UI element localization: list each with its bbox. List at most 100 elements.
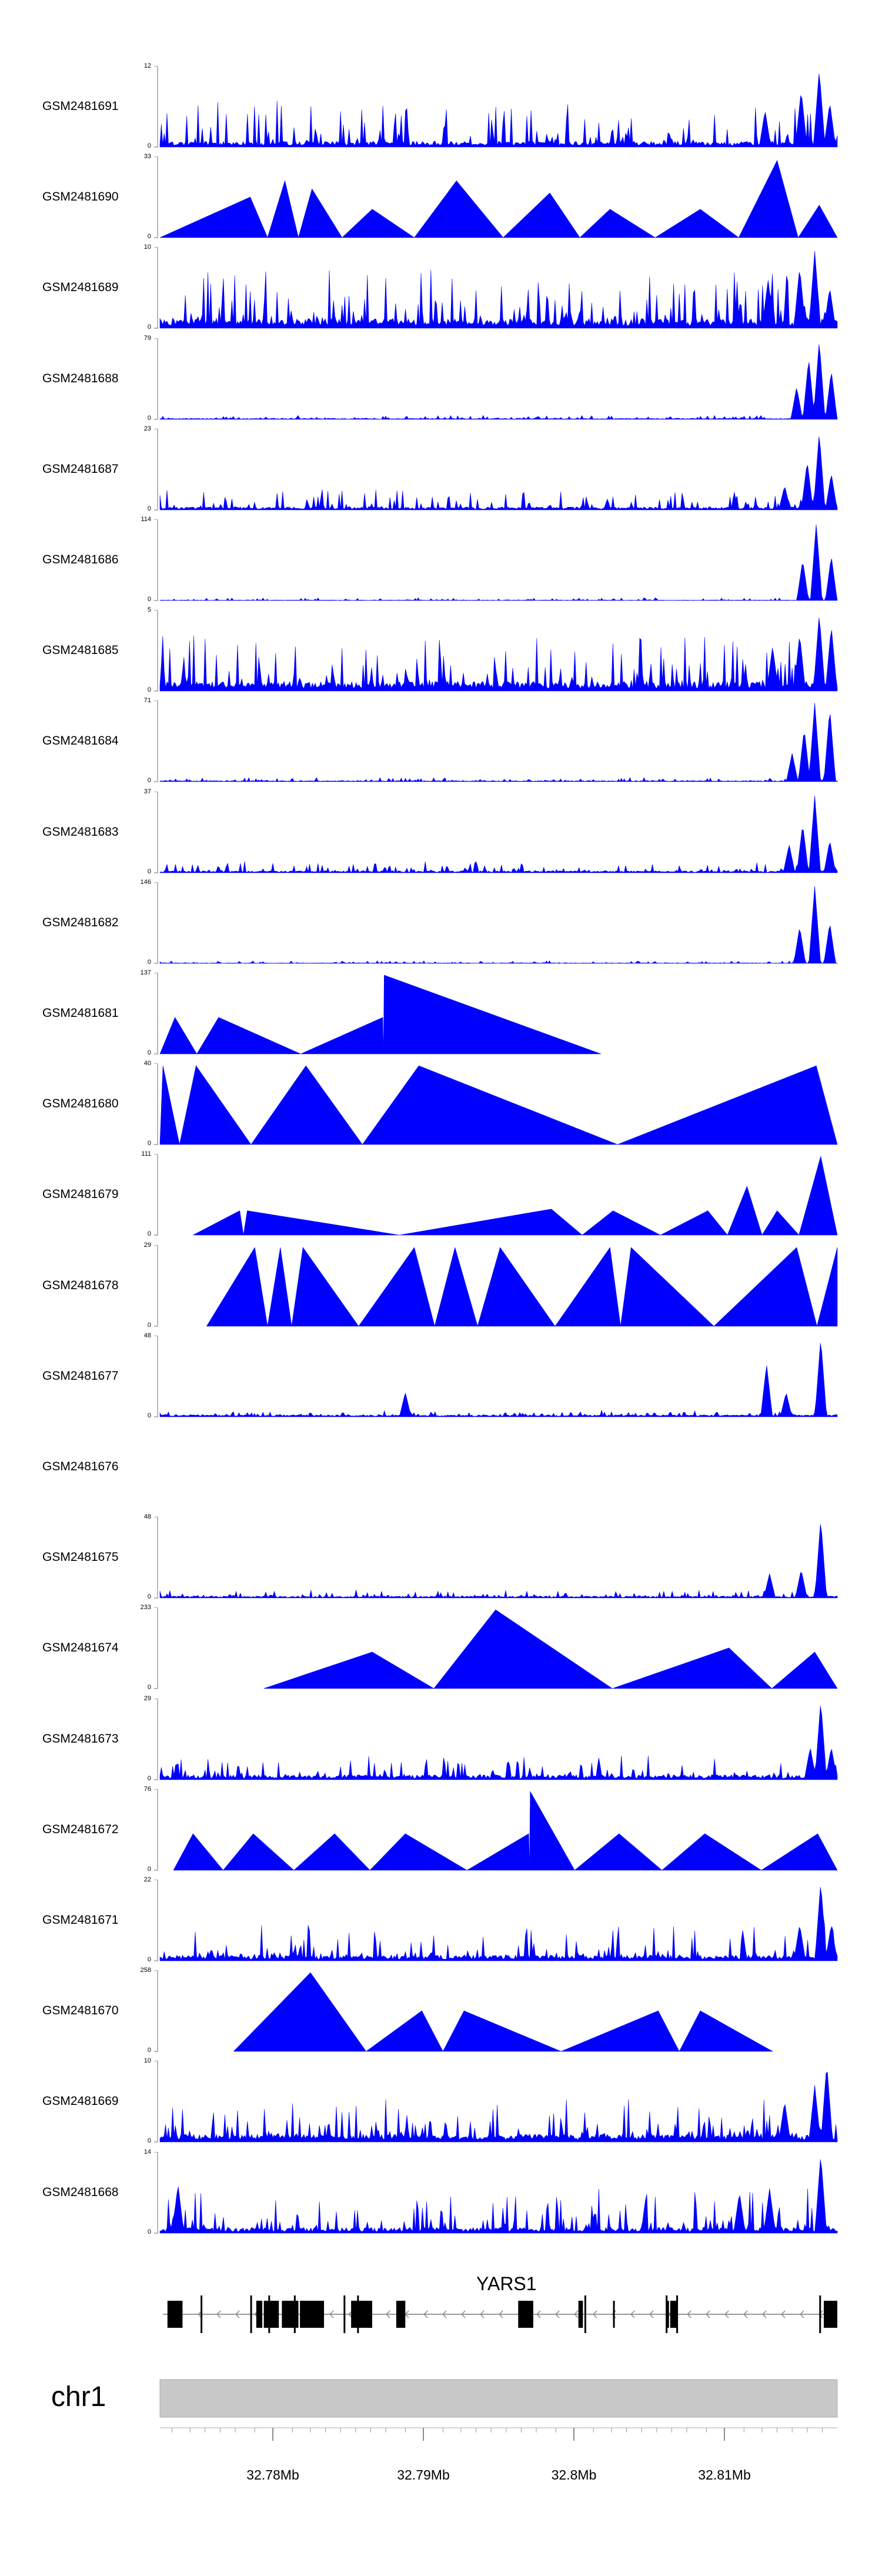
gene-exon-boundary xyxy=(819,2295,821,2333)
track-plot xyxy=(154,1880,838,1961)
strand-arrow-icon xyxy=(687,2310,691,2318)
track-ymax-label: 71 xyxy=(143,697,151,705)
axis-tick-label: 32.79Mb xyxy=(397,2467,450,2482)
strand-arrow-icon xyxy=(649,2310,654,2318)
track-signal-area xyxy=(159,703,838,782)
strand-arrow-icon xyxy=(762,2310,767,2318)
track-y-axis xyxy=(154,156,158,238)
track-signal-area xyxy=(206,1246,838,1327)
gene-exon xyxy=(263,2301,279,2328)
strand-arrow-icon xyxy=(593,2310,597,2318)
track-y-axis xyxy=(154,338,158,420)
track-ymin-label: 0 xyxy=(147,233,151,241)
track-ymin-label: 0 xyxy=(147,414,151,422)
track-label: GSM2481669 xyxy=(42,2094,119,2108)
track-ymin-label: 0 xyxy=(147,142,151,149)
strand-arrow-icon xyxy=(630,2310,635,2318)
gene-exon-boundary xyxy=(250,2295,252,2333)
track-signal-area xyxy=(159,436,838,510)
track-label: GSM2481681 xyxy=(42,1006,119,1020)
track-label: GSM2481688 xyxy=(42,371,119,385)
genome-axis-panel xyxy=(159,2379,838,2441)
strand-arrow-icon xyxy=(499,2310,503,2318)
track-signal-area xyxy=(193,1156,838,1236)
track-signal-area xyxy=(173,1790,838,1871)
track-label: GSM2481691 xyxy=(42,99,119,113)
strand-arrow-icon xyxy=(818,2310,823,2318)
track-ymax-label: 137 xyxy=(140,969,151,976)
track-signal-area xyxy=(263,1610,838,1689)
track-label: GSM2481680 xyxy=(42,1097,119,1111)
track-y-axis xyxy=(154,1788,158,1871)
track-plot xyxy=(154,1788,838,1871)
track-signal-area xyxy=(159,1706,838,1780)
track-plot xyxy=(154,1970,774,2052)
track-ymax-label: 76 xyxy=(143,1785,151,1793)
track-ymax-label: 14 xyxy=(143,2148,151,2155)
track-ymax-label: 37 xyxy=(143,788,151,795)
track-plot xyxy=(154,1063,838,1145)
gene-exon-boundary xyxy=(201,2295,203,2333)
track-ymax-label: 29 xyxy=(143,1694,151,1702)
gene-name-label: YARS1 xyxy=(476,2273,537,2294)
gene-exon-boundary xyxy=(268,2295,270,2333)
track-label: GSM2481684 xyxy=(42,734,119,748)
track-plot xyxy=(154,973,602,1055)
track-label: GSM2481682 xyxy=(42,915,119,929)
track-ymin-label: 0 xyxy=(147,686,151,694)
axis-tick-label: 32.81Mb xyxy=(698,2467,751,2482)
gene-exon xyxy=(300,2301,325,2328)
track-label: GSM2481685 xyxy=(42,643,119,658)
strand-arrow-icon xyxy=(423,2310,428,2318)
track-label: GSM2481675 xyxy=(42,1550,119,1564)
track-y-axis xyxy=(154,1698,158,1780)
track-signal-area xyxy=(159,795,838,873)
track-ymin-label: 0 xyxy=(147,2047,151,2054)
track-label: GSM2481673 xyxy=(42,1731,119,1746)
track-ymax-label: 33 xyxy=(143,153,151,161)
track-ymax-label: 79 xyxy=(143,334,151,342)
strand-arrow-icon xyxy=(574,2310,579,2318)
track-ymin-label: 0 xyxy=(147,1956,151,1963)
strand-arrow-icon xyxy=(442,2310,447,2318)
track-ymin-label: 0 xyxy=(147,1230,151,1238)
track-plot xyxy=(154,1335,838,1417)
track-ymax-label: 23 xyxy=(143,425,151,432)
track-y-axis xyxy=(154,700,158,782)
gene-exon xyxy=(167,2301,183,2328)
track-ymax-label: 5 xyxy=(147,606,151,614)
strand-arrow-icon xyxy=(800,2310,804,2318)
track-label: GSM2481676 xyxy=(42,1460,119,1473)
track-y-axis xyxy=(154,973,158,1055)
track-ymax-label: 29 xyxy=(143,1241,151,1249)
track-y-axis xyxy=(154,1244,158,1327)
track-y-axis xyxy=(154,882,158,964)
track-signal-area xyxy=(159,2071,838,2143)
track-y-axis xyxy=(154,1970,158,2052)
strand-arrow-icon xyxy=(480,2310,485,2318)
track-label: GSM2481687 xyxy=(42,462,119,476)
axis-tick-label: 32.78Mb xyxy=(246,2467,299,2482)
strand-arrow-icon xyxy=(329,2310,334,2318)
track-ymax-label: 10 xyxy=(143,243,151,251)
track-signal-area xyxy=(159,1887,838,1961)
track-plot xyxy=(154,1607,838,1689)
track-signal-area xyxy=(159,344,838,419)
track-ymax-label: 233 xyxy=(140,1604,151,1611)
track-label: GSM2481672 xyxy=(42,1822,119,1836)
track-ymin-label: 0 xyxy=(147,1593,151,1601)
track-label: GSM2481683 xyxy=(42,825,119,839)
track-plot xyxy=(154,2151,838,2234)
strand-arrow-icon xyxy=(536,2310,541,2318)
track-ymax-label: 111 xyxy=(141,1150,151,1158)
strand-arrow-icon xyxy=(743,2310,748,2318)
track-plot xyxy=(154,66,838,148)
track-ymax-label: 146 xyxy=(140,878,151,886)
gene-exon-boundary xyxy=(584,2295,586,2333)
track-ymax-label: 40 xyxy=(143,1060,151,1067)
track-y-axis xyxy=(154,791,158,873)
track-plot xyxy=(154,1244,838,1327)
track-label: GSM2481678 xyxy=(42,1278,119,1292)
track-y-axis xyxy=(154,610,158,692)
gene-exon-boundary xyxy=(666,2295,668,2333)
